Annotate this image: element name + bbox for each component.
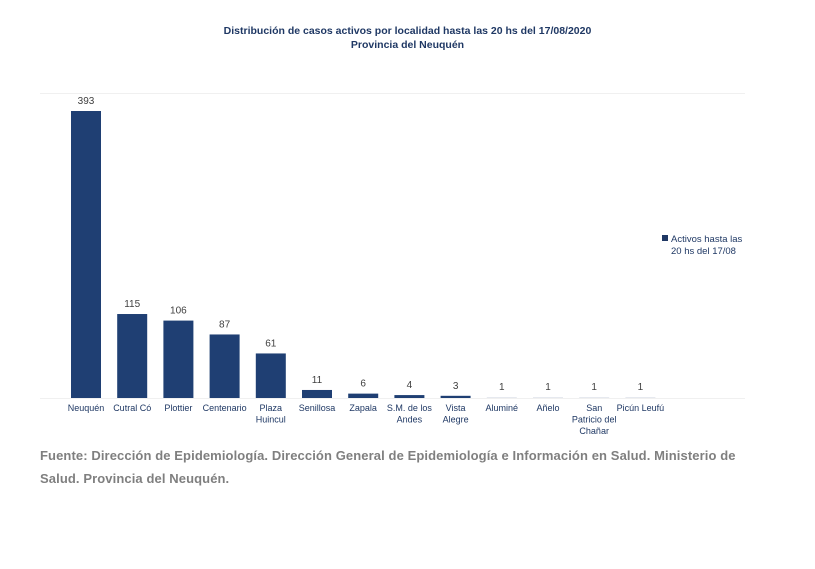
data-label: 1	[591, 382, 597, 393]
category-label-line: Cutral Có	[113, 403, 151, 413]
category-label: Picún Leufú	[617, 403, 665, 413]
category-label-line: S.M. de los	[387, 403, 433, 413]
legend-swatch-icon	[662, 235, 668, 241]
bar-pic-n-leuf-	[625, 397, 656, 398]
category-label-line: Senillosa	[299, 403, 336, 413]
bar-centenario	[209, 334, 240, 398]
category-label-line: Patricio del	[572, 415, 617, 425]
data-label: 115	[124, 299, 140, 310]
category-label: Plaza Huincul	[256, 403, 286, 425]
category-label: S.M. de los Andes	[387, 403, 433, 425]
category-label-line: Plottier	[164, 403, 192, 413]
legend-label-line2: 20 hs del 17/08	[671, 246, 736, 257]
gridlines	[40, 93, 745, 399]
category-label: Vista Alegre	[443, 403, 469, 425]
bar-s-m-de-los-andes	[394, 395, 425, 398]
category-label-line: Plaza	[260, 403, 283, 413]
category-labels: Neuquén Cutral Có Plottier Centenario Plaza H…	[68, 403, 664, 436]
bar-alumin-	[486, 397, 517, 398]
category-label-line: Zapala	[349, 403, 377, 413]
category-label: Plottier	[164, 403, 192, 413]
bar-plaza-huincul	[255, 353, 286, 398]
data-label: 61	[265, 338, 277, 349]
category-label: Neuquén	[68, 403, 105, 413]
category-label-line: Centenario	[203, 403, 247, 413]
data-label: 6	[360, 379, 366, 390]
category-label: San Patricio del Chañar	[572, 403, 617, 436]
legend: Activos hasta las 20 hs del 17/08	[662, 234, 742, 258]
category-label-line: San	[586, 403, 602, 413]
category-label: Centenario	[203, 403, 247, 413]
bar-neuqu-n	[71, 111, 101, 398]
category-label-line: Huincul	[256, 415, 286, 425]
bar-a-elo	[533, 397, 563, 398]
legend-label-line1: Activos hasta las	[671, 234, 743, 245]
data-label: 106	[170, 306, 187, 317]
category-label-line: Aluminé	[486, 403, 519, 413]
category-label-line: Neuquén	[68, 403, 105, 413]
category-label-line: Alegre	[443, 415, 469, 425]
category-label: Añelo	[536, 403, 559, 413]
data-label: 1	[545, 382, 551, 393]
bar-plottier	[163, 320, 194, 398]
data-label: 1	[499, 382, 505, 393]
chart-subtitle: Provincia del Neuquén	[350, 39, 465, 51]
bar-vista-alegre	[440, 395, 471, 398]
bar-zapala	[348, 393, 379, 398]
category-label: Aluminé	[486, 403, 519, 413]
category-label-line: Añelo	[536, 403, 559, 413]
bar-san-patricio-del-cha-ar	[579, 397, 610, 398]
bar-cutral-c-	[117, 314, 148, 398]
data-label: 393	[78, 96, 95, 107]
data-label: 87	[219, 319, 231, 330]
category-label: Cutral Có	[113, 403, 151, 413]
category-label-line: Chañar	[579, 426, 609, 436]
category-label: Zapala	[349, 403, 377, 413]
data-label: 3	[453, 381, 459, 392]
chart-title: Distribución de casos activos por locali…	[223, 25, 592, 37]
category-label-line: Andes	[397, 415, 423, 425]
category-label: Senillosa	[299, 403, 336, 413]
bar-senillosa	[302, 389, 332, 398]
data-label: 11	[312, 375, 323, 386]
category-label-line: Vista	[446, 403, 466, 413]
bars	[71, 111, 656, 398]
data-label: 1	[638, 382, 644, 393]
data-label: 4	[407, 380, 413, 391]
category-label-line: Picún Leufú	[617, 403, 665, 413]
source-footnote: Fuente: Dirección de Epidemiología. Dire…	[40, 448, 736, 486]
